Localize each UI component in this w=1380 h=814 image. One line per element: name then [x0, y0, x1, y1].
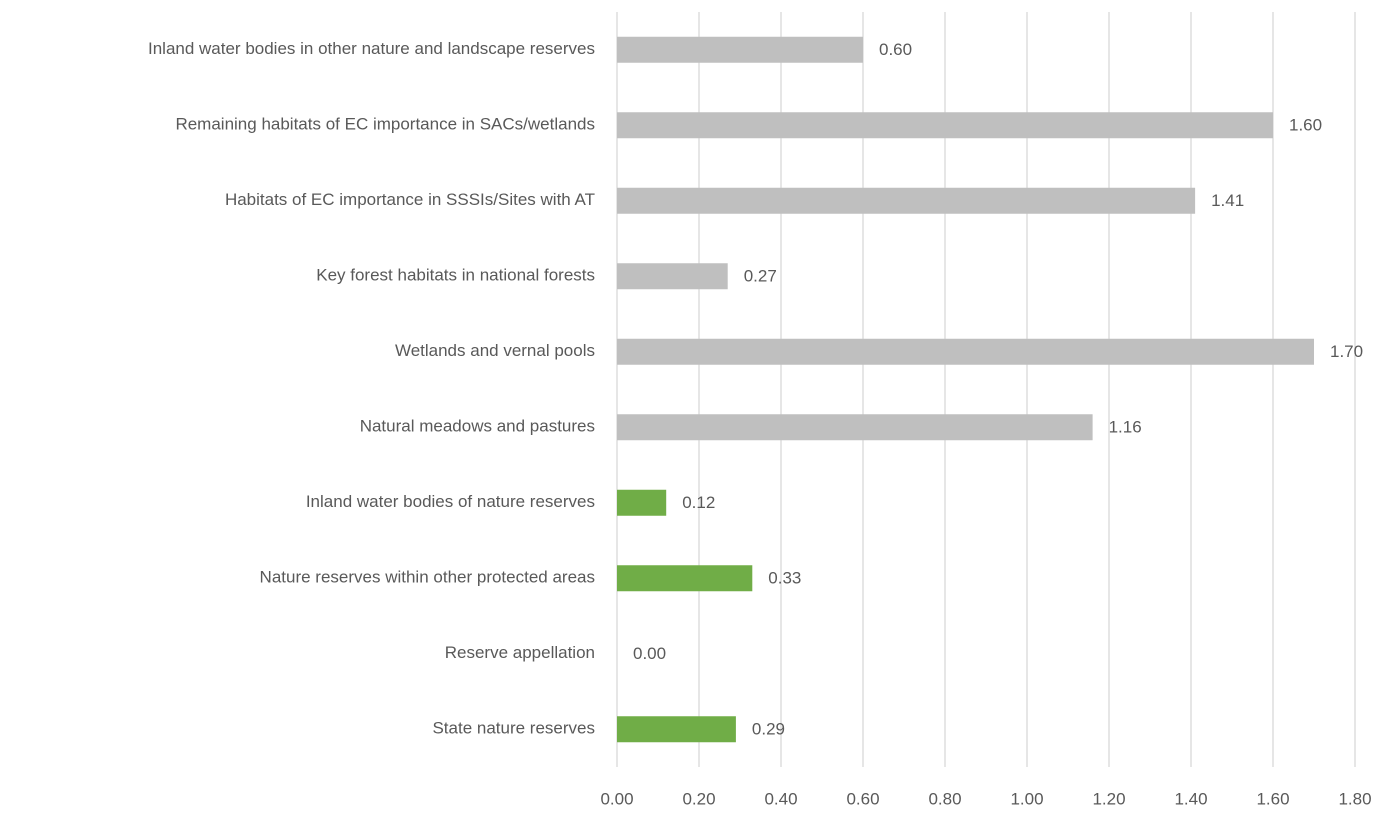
y-tick-label: Key forest habitats in national forests [316, 266, 595, 285]
data-label: 1.70 [1330, 342, 1363, 361]
x-tick-label: 1.00 [1010, 789, 1043, 808]
data-label: 0.27 [744, 267, 777, 286]
data-label: 0.33 [768, 569, 801, 588]
y-tick-label: Nature reserves within other protected a… [260, 568, 595, 587]
y-tick-label: Remaining habitats of EC importance in S… [175, 115, 595, 134]
x-tick-label: 0.20 [682, 789, 715, 808]
y-tick-label: Natural meadows and pastures [360, 417, 595, 436]
bar [617, 338, 1314, 365]
y-tick-label: Wetlands and vernal pools [395, 341, 595, 360]
data-label: 1.41 [1211, 191, 1244, 210]
bar [617, 187, 1196, 214]
bar [617, 565, 753, 592]
bar [617, 716, 736, 743]
y-tick-label: Habitats of EC importance in SSSIs/Sites… [225, 190, 595, 209]
bar [617, 489, 667, 516]
data-label: 1.60 [1289, 116, 1322, 135]
x-tick-label: 1.40 [1174, 789, 1207, 808]
bar [617, 263, 728, 290]
data-label: 0.00 [633, 644, 666, 663]
x-tick-label: 1.60 [1256, 789, 1289, 808]
data-label: 0.60 [879, 40, 912, 59]
x-tick-label: 0.80 [928, 789, 961, 808]
y-tick-label: State nature reserves [432, 719, 595, 738]
x-tick-label: 0.40 [764, 789, 797, 808]
x-tick-label: 1.20 [1092, 789, 1125, 808]
bar [617, 36, 863, 63]
data-label: 0.12 [682, 493, 715, 512]
bar [617, 112, 1273, 139]
data-label: 1.16 [1109, 418, 1142, 437]
y-tick-label: Inland water bodies of nature reserves [306, 492, 595, 511]
y-tick-label: Reserve appellation [445, 643, 595, 662]
x-tick-label: 0.00 [600, 789, 633, 808]
x-tick-label: 0.60 [846, 789, 879, 808]
data-label: 0.29 [752, 720, 785, 739]
x-tick-label: 1.80 [1338, 789, 1371, 808]
bar [617, 414, 1093, 441]
y-tick-label: Inland water bodies in other nature and … [148, 39, 595, 58]
